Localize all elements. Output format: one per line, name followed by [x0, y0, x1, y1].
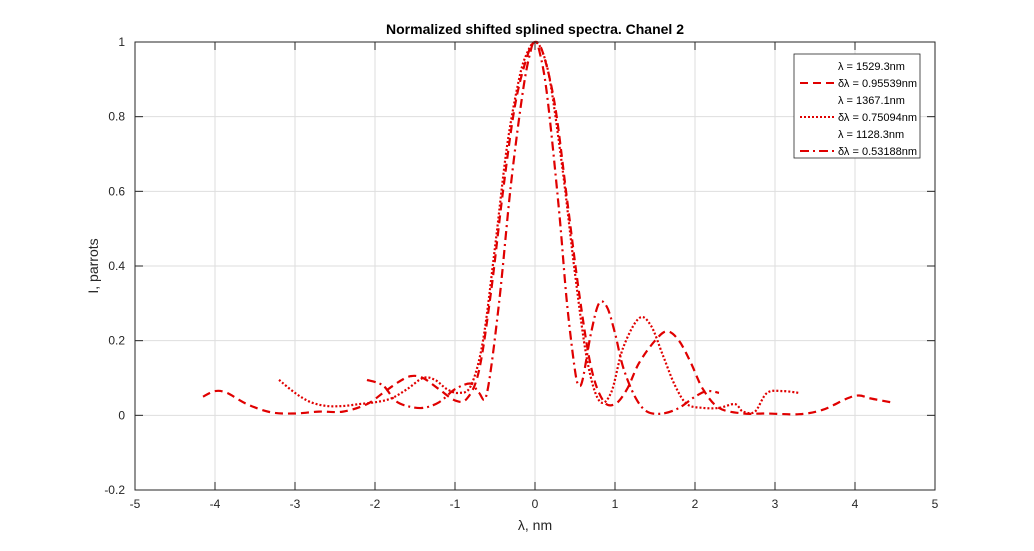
x-tick-label: -3: [290, 497, 301, 511]
x-tick-label: 0: [532, 497, 539, 511]
x-tick-label: 4: [852, 497, 859, 511]
series-line-dashdot: [366, 40, 720, 416]
x-tick-label: -1: [450, 497, 461, 511]
y-tick-label: -0.2: [104, 483, 125, 497]
y-axis-label: I, parrots: [85, 238, 101, 293]
legend-entry-label: λ = 1529.3nm: [838, 61, 905, 73]
y-tick-label: 0: [118, 408, 125, 422]
x-tick-label: -4: [210, 497, 221, 511]
y-tick-label: 0.2: [108, 334, 125, 348]
series-line-dotted: [278, 40, 800, 415]
series-layer: [202, 40, 892, 416]
legend-entry-label: δλ = 0.75094nm: [838, 112, 917, 124]
x-tick-label: 2: [692, 497, 699, 511]
legend-entry-label: δλ = 0.53188nm: [838, 146, 917, 158]
legend: λ = 1529.3nm δλ = 0.95539nm λ = 1367.1nm δλ…: [793, 53, 921, 159]
legend-entry-label: λ = 1367.1nm: [838, 95, 905, 107]
x-tick-label: 1: [612, 497, 619, 511]
x-tick-label: 5: [932, 497, 939, 511]
y-tick-label: 0.4: [108, 259, 125, 273]
x-axis-label: λ, nm: [518, 517, 552, 533]
legend-entry-label: δλ = 0.95539nm: [838, 78, 917, 90]
x-tick-label: -2: [370, 497, 381, 511]
y-tick-label: 1: [118, 35, 125, 49]
axis-ticks: -5 -4 -3 -2 -1 0 1 2 3 4 5 -0.2 0 0.2 0.4 0.6 0.8 1: [104, 35, 938, 511]
x-tick-label: -5: [130, 497, 141, 511]
legend-box: [793, 53, 921, 159]
x-tick-label: 3: [772, 497, 779, 511]
y-tick-label: 0.6: [108, 184, 125, 198]
chart-title: Normalized shifted splined spectra. Chan…: [386, 21, 684, 37]
y-tick-label: 0.8: [108, 110, 125, 124]
legend-entry-label: λ = 1128.3nm: [838, 129, 904, 141]
